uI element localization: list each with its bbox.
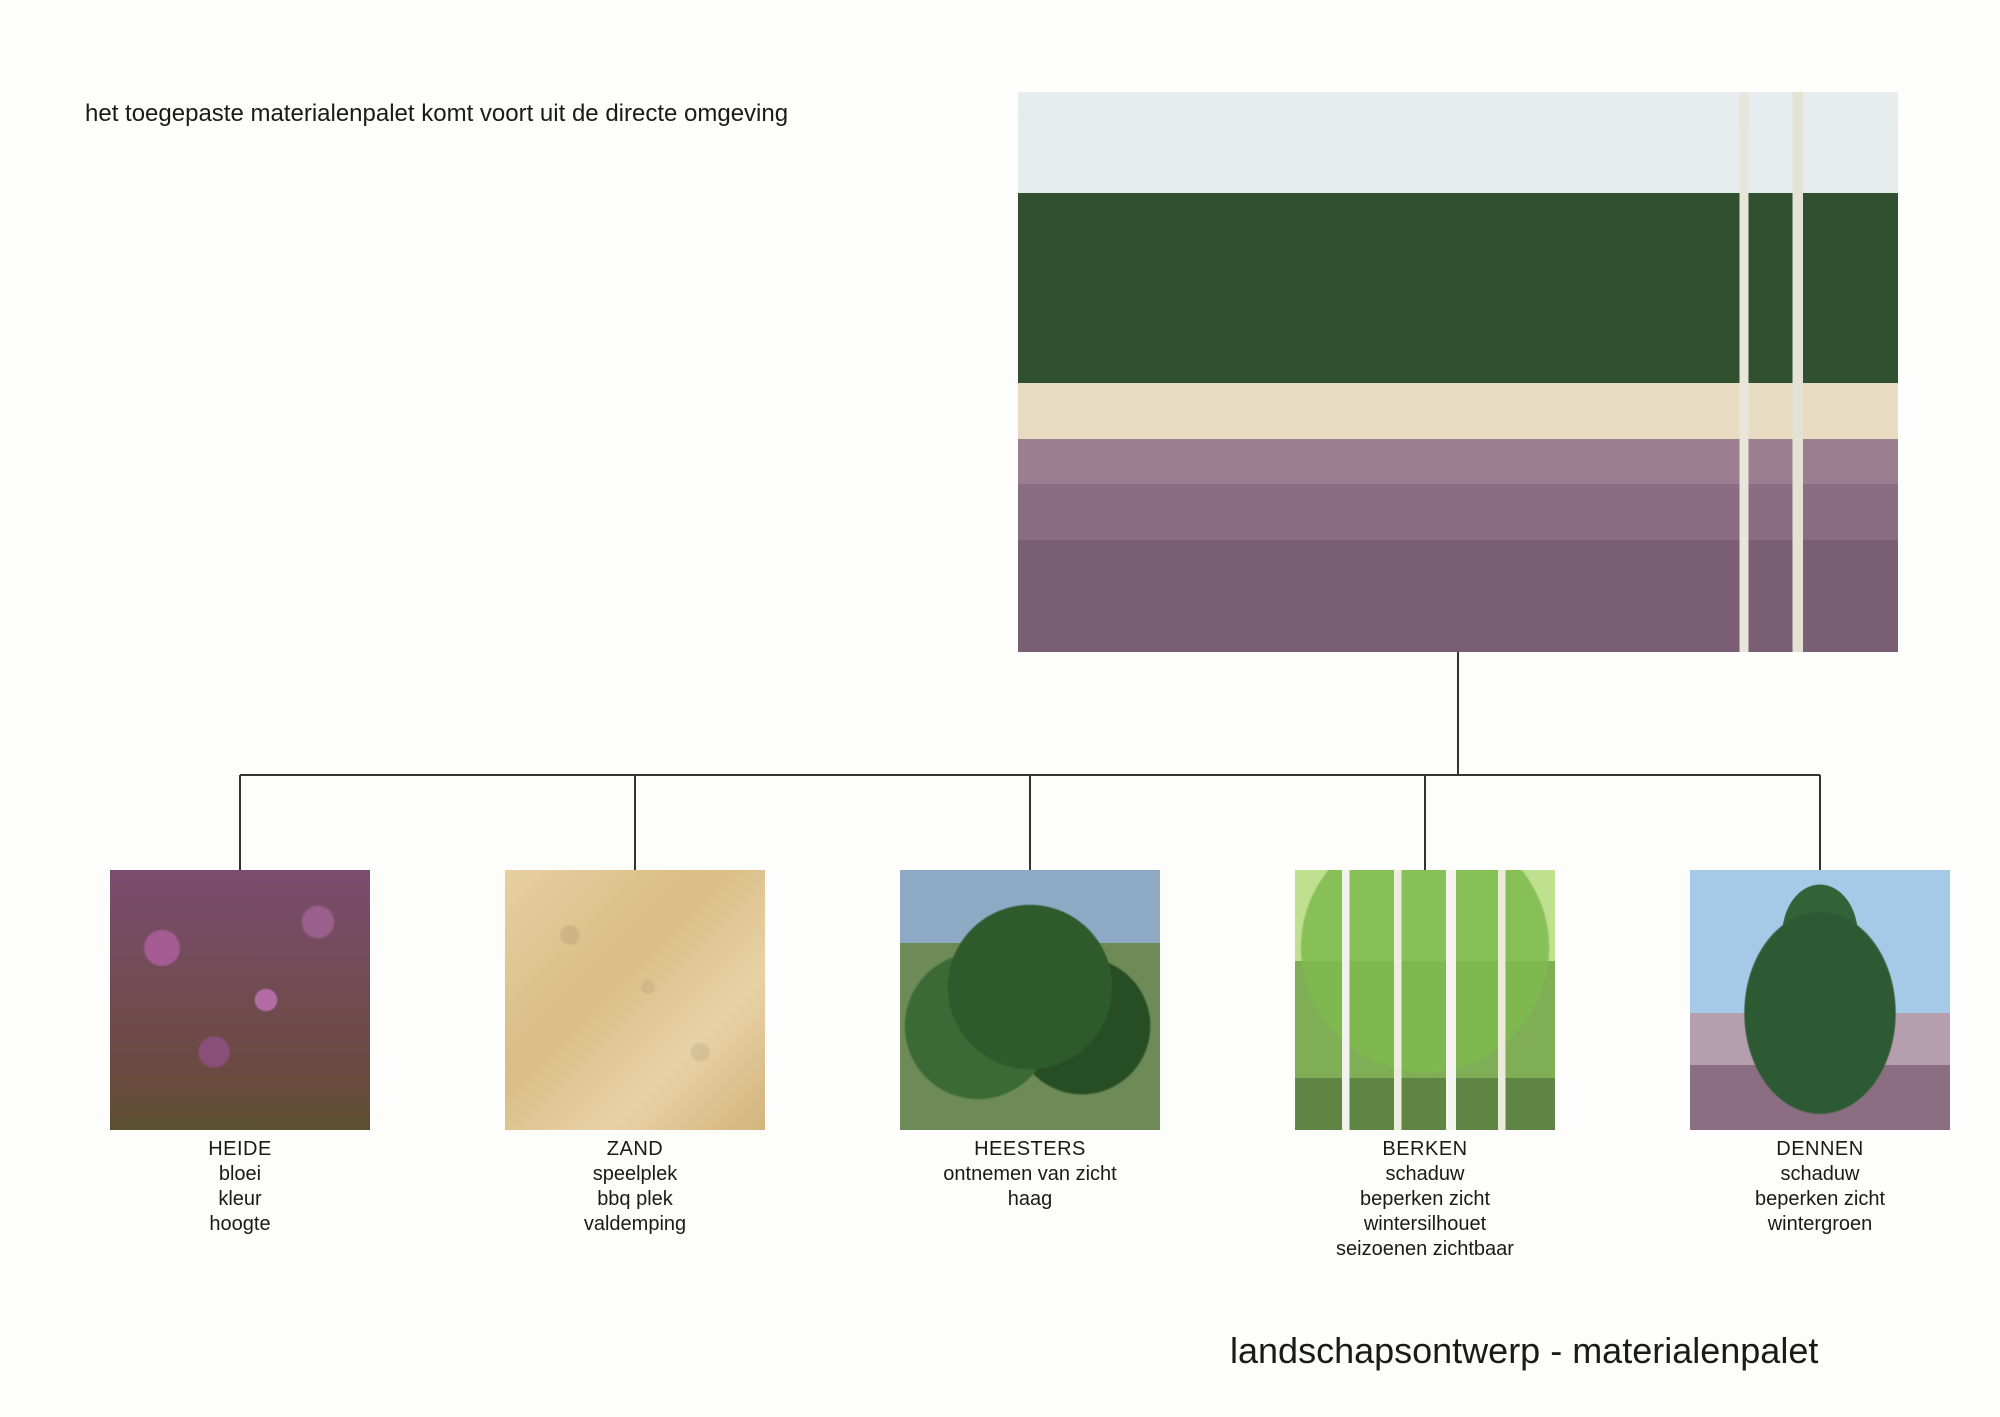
child-title-zand: ZAND [505, 1130, 765, 1161]
child-labels-dennen: DENNENschaduwbeperken zichtwintergroen [1690, 1130, 1950, 1236]
child-attr: speelplek [505, 1161, 765, 1186]
child-labels-heide: HEIDEbloeikleurhoogte [110, 1130, 370, 1236]
child-title-heesters: HEESTERS [900, 1130, 1160, 1161]
intro-caption: het toegepaste materialenpalet komt voor… [85, 100, 788, 128]
child-photo-zand [505, 870, 765, 1130]
child-attr: ontnemen van zicht [900, 1161, 1160, 1186]
child-attr: schaduw [1295, 1161, 1555, 1186]
main-landscape-photo [1018, 92, 1898, 652]
child-labels-heesters: HEESTERSontnemen van zichthaag [900, 1130, 1160, 1211]
child-attr: schaduw [1690, 1161, 1950, 1186]
child-attr: beperken zicht [1690, 1186, 1950, 1211]
child-photo-berken [1295, 870, 1555, 1130]
child-title-dennen: DENNEN [1690, 1130, 1950, 1161]
page-title: landschapsontwerp - materialenpalet [1230, 1330, 1818, 1372]
child-attr: hoogte [110, 1211, 370, 1236]
child-attr: seizoenen zichtbaar [1295, 1236, 1555, 1261]
child-attr: wintergroen [1690, 1211, 1950, 1236]
child-photo-heide [110, 870, 370, 1130]
child-attr: kleur [110, 1186, 370, 1211]
child-attr: haag [900, 1186, 1160, 1211]
child-attr: valdemping [505, 1211, 765, 1236]
child-attr: bbq plek [505, 1186, 765, 1211]
child-attr: beperken zicht [1295, 1186, 1555, 1211]
child-title-heide: HEIDE [110, 1130, 370, 1161]
child-labels-zand: ZANDspeelplekbbq plekvaldemping [505, 1130, 765, 1236]
child-photo-heesters [900, 870, 1160, 1130]
child-photo-dennen [1690, 870, 1950, 1130]
child-attr: bloei [110, 1161, 370, 1186]
child-labels-berken: BERKENschaduwbeperken zichtwintersilhoue… [1295, 1130, 1555, 1261]
child-attr: wintersilhouet [1295, 1211, 1555, 1236]
child-title-berken: BERKEN [1295, 1130, 1555, 1161]
